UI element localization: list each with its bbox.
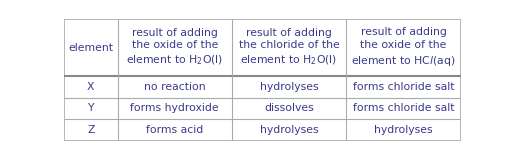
Text: forms acid: forms acid	[146, 125, 203, 135]
Text: hydrolyses: hydrolyses	[260, 82, 318, 92]
Text: element: element	[68, 43, 113, 53]
Text: forms hydroxide: forms hydroxide	[131, 103, 219, 113]
Text: forms chloride salt: forms chloride salt	[353, 82, 454, 92]
Text: result of adding
the chloride of the
element to H$_2$O(l): result of adding the chloride of the ele…	[239, 28, 339, 67]
Text: dissolves: dissolves	[264, 103, 314, 113]
Text: X: X	[87, 82, 95, 92]
Text: hydrolyses: hydrolyses	[374, 125, 433, 135]
Text: Z: Z	[87, 125, 95, 135]
Text: result of adding
the oxide of the
element to HC$l$(aq): result of adding the oxide of the elemen…	[351, 27, 456, 68]
Text: Y: Y	[88, 103, 94, 113]
Text: forms chloride salt: forms chloride salt	[353, 103, 454, 113]
Text: no reaction: no reaction	[144, 82, 205, 92]
Text: hydrolyses: hydrolyses	[260, 125, 318, 135]
Text: result of adding
the oxide of the
element to H$_2$O(l): result of adding the oxide of the elemen…	[126, 28, 223, 67]
